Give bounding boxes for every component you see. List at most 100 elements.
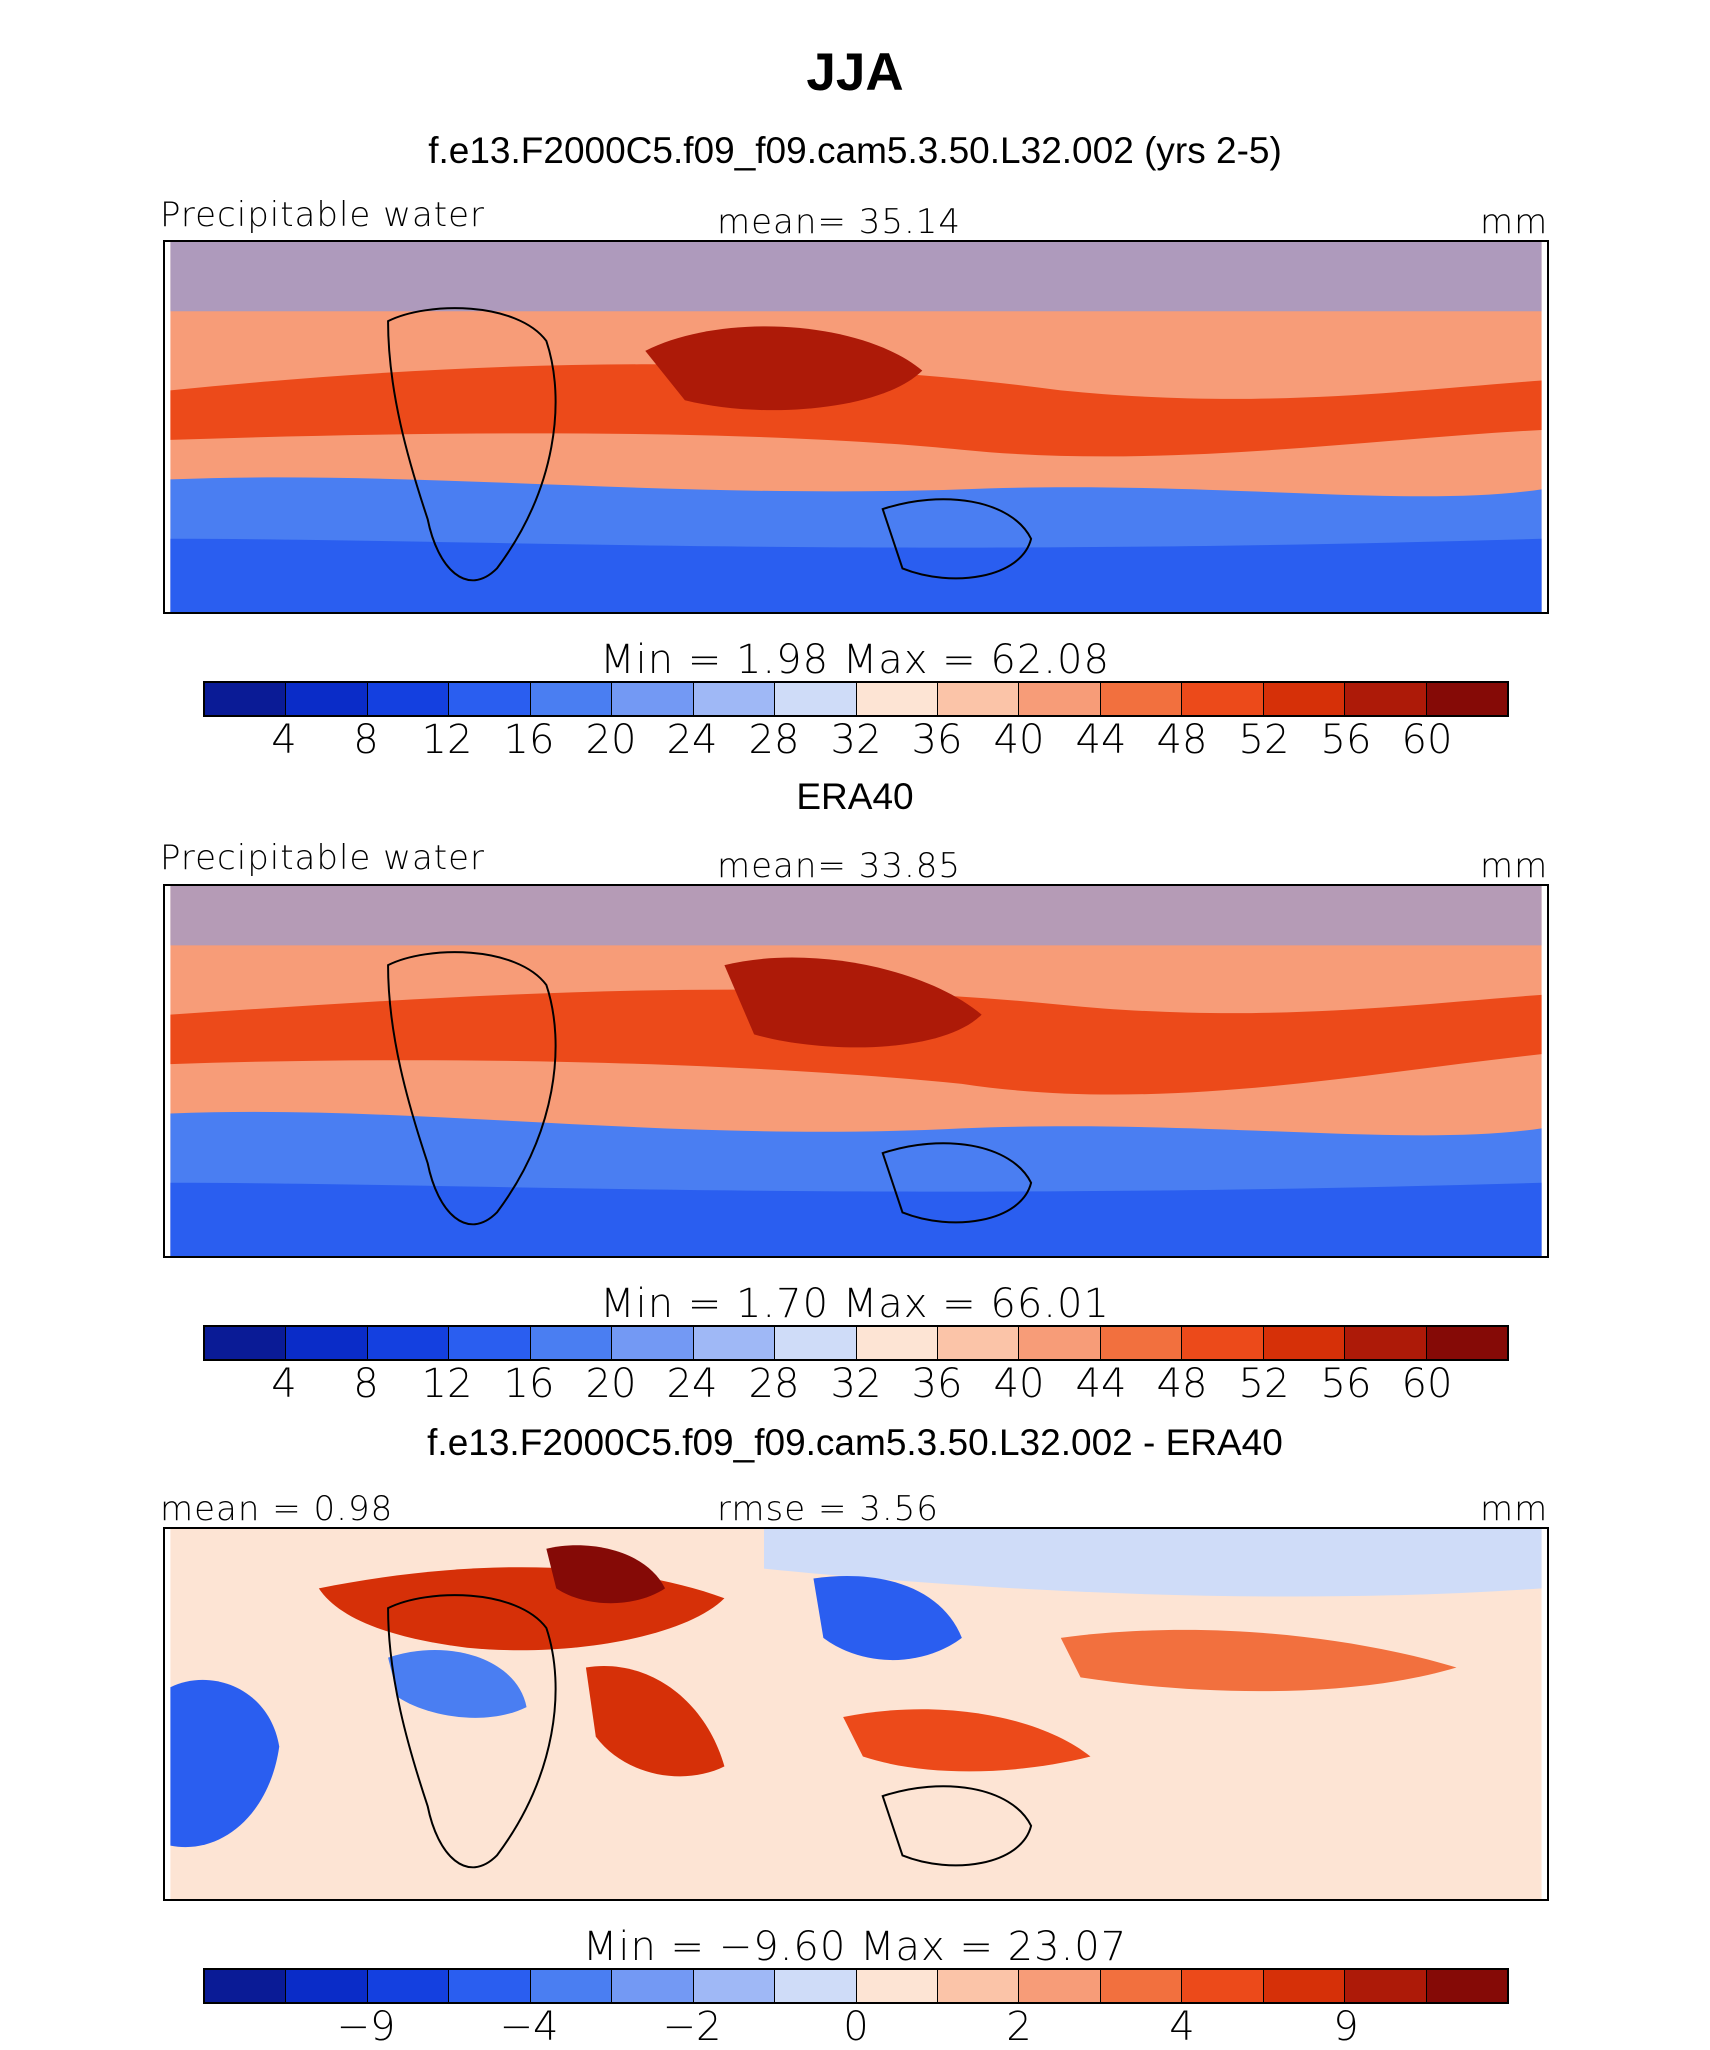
panel1-variable-label: Precipitable water: [160, 195, 486, 235]
panel1-tick: 28: [748, 717, 800, 763]
panel3-colorbar-swatch: [530, 1970, 613, 2002]
panel2-colorbar-swatch: [1426, 1327, 1507, 1359]
panel2-mean-label: mean= 33.85: [717, 846, 962, 886]
panel3-colorbar-swatch: [449, 1970, 531, 2002]
panel3-colorbar-swatch: [1426, 1970, 1507, 2002]
panel1-tick: 52: [1238, 717, 1290, 763]
panel1-colorbar-swatch: [1345, 683, 1427, 715]
panel3-colorbar-swatch: [367, 1970, 450, 2002]
panel2-colorbar-swatch: [286, 1327, 368, 1359]
panel1-tick: 32: [830, 717, 882, 763]
panel2-header: ERA40: [796, 776, 914, 817]
panel1-map-svg: [170, 242, 1542, 612]
panel2-colorbar-swatch: [612, 1327, 694, 1359]
panel2-tick: 8: [353, 1361, 379, 1407]
panel1-colorbar-swatch: [693, 683, 776, 715]
panel1-tick: 48: [1156, 717, 1208, 763]
panel2-tick: 52: [1238, 1361, 1290, 1407]
panel2-colorbar-swatch: [775, 1327, 857, 1359]
panel2-variable-label: Precipitable water: [160, 838, 486, 878]
panel1-colorbar-swatch: [449, 683, 531, 715]
panel2-colorbar-swatch: [1345, 1327, 1427, 1359]
panel1-tick: 12: [421, 717, 473, 763]
panel3-colorbar-swatch: [1345, 1970, 1427, 2002]
panel3-colorbar: [203, 1968, 1509, 2004]
panel2-units-label: mm: [1480, 846, 1549, 886]
panel3-colorbar-swatch: [205, 1970, 287, 2002]
panel2-colorbar-swatch: [1019, 1327, 1101, 1359]
panel2-tick: 48: [1156, 1361, 1208, 1407]
panel2-colorbar-swatch: [1100, 1327, 1183, 1359]
panel3-colorbar-swatch: [612, 1970, 694, 2002]
panel1-colorbar-swatch: [1426, 683, 1507, 715]
panel1-tick: 40: [993, 717, 1045, 763]
panel1-tick: 24: [666, 717, 718, 763]
panel1-colorbar: [203, 681, 1509, 717]
panel1-tick: 8: [353, 717, 379, 763]
panel2-map: [163, 884, 1549, 1258]
panel1-tick: 56: [1320, 717, 1372, 763]
panel1-colorbar-swatch: [367, 683, 450, 715]
panel1-tick: 44: [1075, 717, 1127, 763]
panel1-mean-label: mean= 35.14: [717, 202, 962, 242]
panel3-colorbar-swatch: [775, 1970, 857, 2002]
panel1-tick: 60: [1401, 717, 1453, 763]
panel1-colorbar-swatch: [856, 683, 938, 715]
panel1-header: f.e13.F2000C5.f09_f09.cam5.3.50.L32.002 …: [428, 130, 1282, 171]
panel1-colorbar-swatch: [1263, 683, 1346, 715]
panel3-colorbar-swatch: [1263, 1970, 1346, 2002]
panel3-colorbar-swatch: [856, 1970, 938, 2002]
panel1-colorbar-swatch: [286, 683, 368, 715]
panel2-colorbar-swatch: [937, 1327, 1020, 1359]
panel3-header: f.e13.F2000C5.f09_f09.cam5.3.50.L32.002 …: [427, 1422, 1283, 1463]
panel3-minmax: Min = −9.60 Max = 23.07: [582, 1924, 1128, 1970]
panel1-units-label: mm: [1480, 202, 1549, 242]
panel3-rmse-label: rmse = 3.56: [717, 1489, 939, 1529]
panel3-tick: 9: [1333, 2004, 1359, 2050]
panel2-colorbar-swatch: [205, 1327, 287, 1359]
panel1-colorbar-swatch: [1100, 683, 1183, 715]
panel1-colorbar-swatch: [205, 683, 287, 715]
panel3-colorbar-swatch: [286, 1970, 368, 2002]
panel2-minmax: Min = 1.70 Max = 66.01: [600, 1281, 1110, 1327]
panel2-colorbar-swatch: [856, 1327, 938, 1359]
panel2-colorbar-swatch: [530, 1327, 613, 1359]
panel2-colorbar-swatch: [693, 1327, 776, 1359]
panel2-tick: 56: [1320, 1361, 1372, 1407]
panel2-map-svg: [170, 886, 1542, 1256]
figure-title: JJA: [806, 43, 904, 102]
panel2-colorbar-swatch: [1263, 1327, 1346, 1359]
panel1-tick: 36: [911, 717, 963, 763]
panel2-colorbar-swatch: [367, 1327, 450, 1359]
panel1-colorbar-swatch: [775, 683, 857, 715]
panel1-tick: 16: [503, 717, 555, 763]
panel3-units-label: mm: [1480, 1489, 1549, 1529]
panel1-colorbar-swatch: [612, 683, 694, 715]
panel2-tick: 12: [421, 1361, 473, 1407]
panel1-tick: 20: [585, 717, 637, 763]
panel2-tick: 24: [666, 1361, 718, 1407]
panel2-colorbar-swatch: [1182, 1327, 1264, 1359]
panel3-colorbar-swatch: [1182, 1970, 1264, 2002]
panel1-tick: 4: [271, 717, 297, 763]
panel1-colorbar-swatch: [1019, 683, 1101, 715]
panel2-colorbar-swatch: [449, 1327, 531, 1359]
panel1-map: [163, 240, 1549, 614]
panel3-colorbar-swatch: [937, 1970, 1020, 2002]
panel1-minmax: Min = 1.98 Max = 62.08: [600, 637, 1110, 683]
panel3-colorbar-swatch: [693, 1970, 776, 2002]
panel3-tick: 0: [843, 2004, 869, 2050]
panel3-colorbar-swatch: [1100, 1970, 1183, 2002]
panel2-tick: 20: [585, 1361, 637, 1407]
panel3-map: [163, 1527, 1549, 1901]
panel2-tick: 16: [503, 1361, 555, 1407]
panel1-colorbar-swatch: [937, 683, 1020, 715]
panel3-tick: −9: [336, 2004, 396, 2050]
panel3-tick: −2: [662, 2004, 722, 2050]
panel3-tick: 4: [1169, 2004, 1195, 2050]
panel2-tick: 36: [911, 1361, 963, 1407]
panel3-tick: −4: [499, 2004, 559, 2050]
panel3-map-svg: [170, 1529, 1542, 1899]
panel1-colorbar-swatch: [1182, 683, 1264, 715]
panel2-tick: 40: [993, 1361, 1045, 1407]
